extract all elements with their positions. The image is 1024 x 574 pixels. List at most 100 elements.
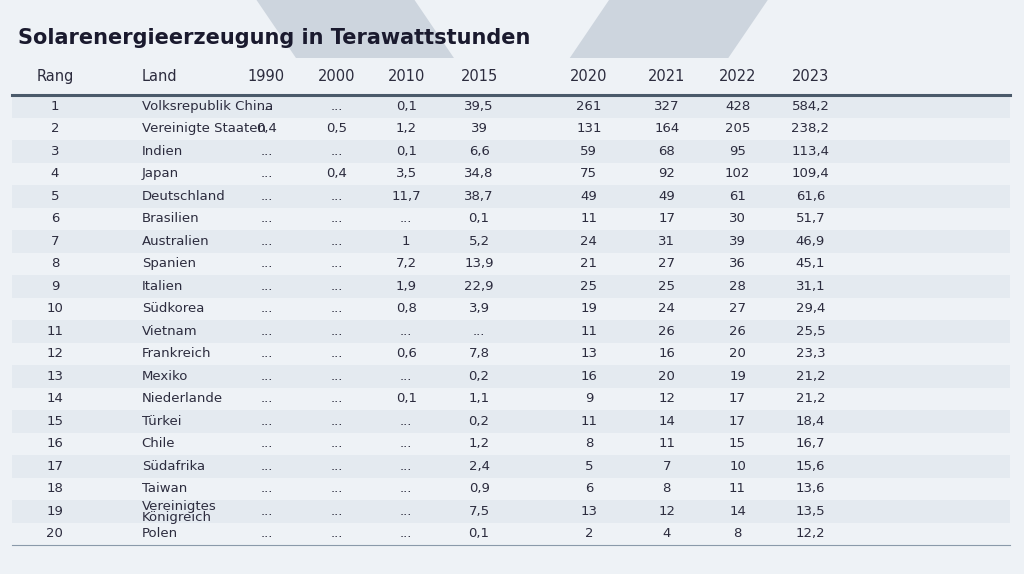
Text: Vietnam: Vietnam — [141, 325, 198, 338]
Text: Rang: Rang — [36, 69, 74, 84]
Text: ...: ... — [330, 528, 343, 540]
Text: 92: 92 — [658, 167, 675, 180]
Text: 1,9: 1,9 — [395, 280, 417, 293]
Text: 27: 27 — [729, 302, 746, 315]
Text: 8: 8 — [585, 437, 593, 450]
Text: ...: ... — [400, 325, 413, 338]
Text: 31: 31 — [658, 235, 675, 248]
Text: 113,4: 113,4 — [792, 145, 829, 158]
Text: 20: 20 — [46, 528, 63, 540]
Text: 12: 12 — [658, 505, 675, 518]
Text: Australien: Australien — [141, 235, 209, 248]
Text: 2023: 2023 — [792, 69, 829, 84]
Text: ...: ... — [260, 460, 272, 473]
Bar — [12, 207, 1010, 230]
Text: ...: ... — [400, 415, 413, 428]
Text: 131: 131 — [577, 122, 601, 135]
Text: ...: ... — [330, 505, 343, 518]
Text: 25: 25 — [581, 280, 597, 293]
Text: ...: ... — [330, 347, 343, 360]
Text: 24: 24 — [581, 235, 597, 248]
Text: 0,8: 0,8 — [395, 302, 417, 315]
Text: 8: 8 — [51, 257, 59, 270]
Text: ...: ... — [330, 302, 343, 315]
Text: ...: ... — [260, 257, 272, 270]
Bar — [12, 500, 1010, 522]
Text: 0,1: 0,1 — [395, 392, 417, 405]
Text: Südafrika: Südafrika — [141, 460, 205, 473]
Text: 2: 2 — [50, 122, 59, 135]
Text: 7,5: 7,5 — [469, 505, 489, 518]
Text: 2010: 2010 — [387, 69, 425, 84]
Bar — [12, 365, 1010, 387]
Bar — [12, 230, 1010, 253]
Bar — [12, 162, 1010, 185]
Text: 1: 1 — [50, 100, 59, 113]
Text: ...: ... — [260, 482, 272, 495]
Text: 261: 261 — [577, 100, 601, 113]
Text: 61: 61 — [729, 190, 745, 203]
Text: 0,1: 0,1 — [395, 100, 417, 113]
Text: 1990: 1990 — [248, 69, 285, 84]
Text: 39: 39 — [471, 122, 487, 135]
Text: 51,7: 51,7 — [796, 212, 825, 225]
Text: ...: ... — [260, 437, 272, 450]
Text: 584,2: 584,2 — [792, 100, 829, 113]
Text: 17: 17 — [658, 212, 675, 225]
Bar — [12, 320, 1010, 343]
Bar — [12, 478, 1010, 500]
Bar — [12, 140, 1010, 162]
Text: ...: ... — [400, 370, 413, 383]
Text: ...: ... — [330, 482, 343, 495]
Text: Königreich: Königreich — [141, 511, 212, 523]
Text: 14: 14 — [46, 392, 63, 405]
Text: 7,8: 7,8 — [469, 347, 489, 360]
Bar — [12, 95, 1010, 118]
Bar — [12, 58, 1010, 95]
Text: Brasilien: Brasilien — [141, 212, 200, 225]
Text: Niederlande: Niederlande — [141, 392, 223, 405]
Text: X: X — [202, 0, 822, 574]
Text: 9: 9 — [51, 280, 59, 293]
Text: Taiwan: Taiwan — [141, 482, 187, 495]
Text: 24: 24 — [658, 302, 675, 315]
Text: 428: 428 — [725, 100, 751, 113]
Text: 9: 9 — [585, 392, 593, 405]
Text: ...: ... — [260, 100, 272, 113]
Text: 17: 17 — [729, 392, 746, 405]
Text: 16: 16 — [581, 370, 597, 383]
Text: ...: ... — [260, 145, 272, 158]
Text: 12,2: 12,2 — [796, 528, 825, 540]
Text: ...: ... — [400, 460, 413, 473]
Text: 95: 95 — [729, 145, 745, 158]
Text: 13: 13 — [581, 505, 597, 518]
Text: 36: 36 — [729, 257, 745, 270]
Text: 0,4: 0,4 — [326, 167, 347, 180]
Text: 4: 4 — [51, 167, 59, 180]
Text: 16,7: 16,7 — [796, 437, 825, 450]
Text: Polen: Polen — [141, 528, 178, 540]
Text: ...: ... — [330, 460, 343, 473]
Text: 18: 18 — [46, 482, 63, 495]
Text: 25,5: 25,5 — [796, 325, 825, 338]
Text: 13,6: 13,6 — [796, 482, 825, 495]
Text: 2021: 2021 — [648, 69, 685, 84]
Text: 75: 75 — [581, 167, 597, 180]
Text: 11: 11 — [729, 482, 746, 495]
Text: ...: ... — [330, 437, 343, 450]
Text: 11,7: 11,7 — [391, 190, 421, 203]
Text: ...: ... — [260, 302, 272, 315]
Text: 12: 12 — [658, 392, 675, 405]
Text: 12: 12 — [46, 347, 63, 360]
Text: Land: Land — [141, 69, 177, 84]
Text: 28: 28 — [729, 280, 745, 293]
Bar — [12, 387, 1010, 410]
Text: 0,6: 0,6 — [395, 347, 417, 360]
Text: 0,1: 0,1 — [469, 212, 489, 225]
Text: 59: 59 — [581, 145, 597, 158]
Text: ...: ... — [330, 415, 343, 428]
Text: 0,1: 0,1 — [395, 145, 417, 158]
Text: Solarenergieerzeugung in Terawattstunden: Solarenergieerzeugung in Terawattstunden — [18, 28, 530, 48]
Text: 19: 19 — [581, 302, 597, 315]
Bar — [12, 343, 1010, 365]
